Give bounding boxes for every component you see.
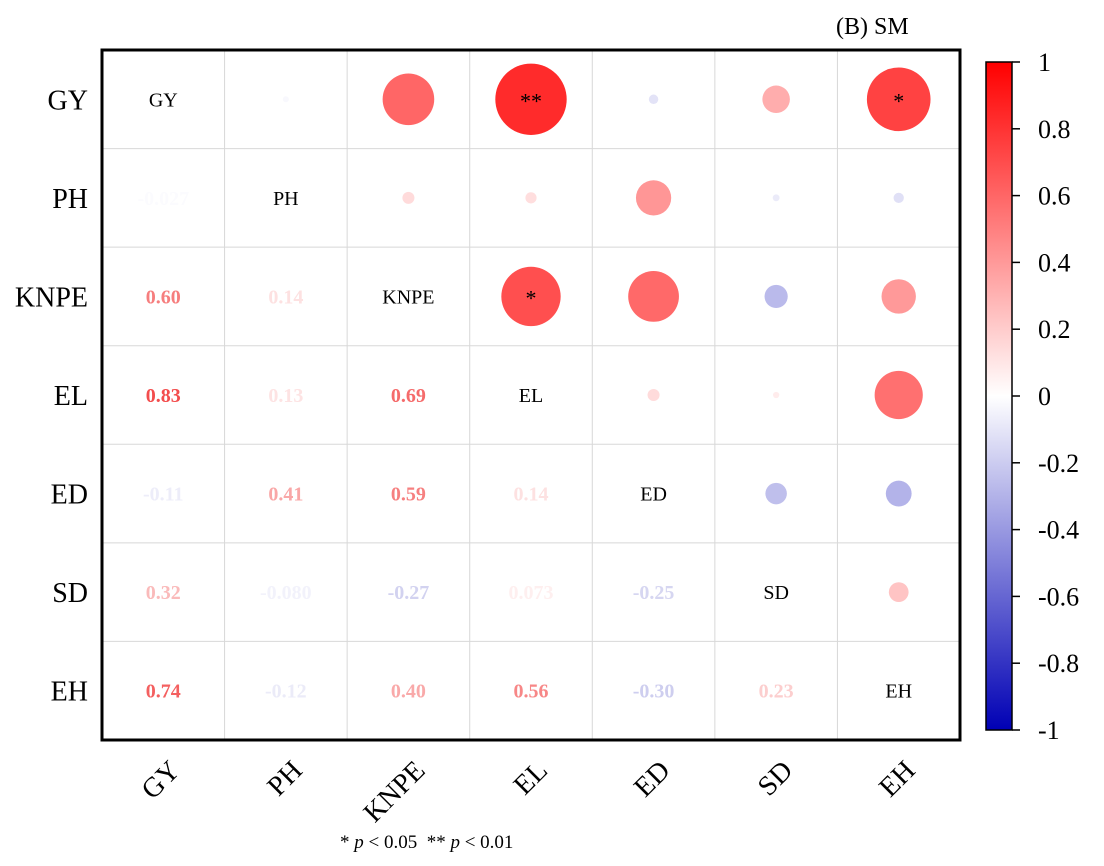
colorbar-tick-label: 0.6: [1038, 182, 1071, 211]
correlation-circle: [866, 67, 931, 132]
diagonal-label: SD: [763, 582, 789, 604]
significance-marker: *: [893, 88, 904, 113]
colorbar-tick-label: 0: [1038, 382, 1051, 411]
correlation-circle: [525, 192, 537, 204]
correlation-circle: [765, 482, 787, 505]
footnote-p2: p: [450, 832, 460, 853]
diagonal-label: PH: [273, 188, 299, 210]
correlation-circle: [635, 180, 672, 216]
diagonal-label: ED: [640, 484, 667, 506]
row-label: ED: [51, 480, 88, 511]
correlation-circle: [282, 96, 289, 103]
correlation-circle: [762, 85, 790, 114]
correlation-value: 0.32: [146, 582, 181, 604]
colorbar-tick-label: -0.2: [1038, 449, 1079, 478]
correlation-circle: [647, 388, 660, 402]
correlation-value: 0.14: [268, 286, 303, 308]
colorbar-tick-label: 0.4: [1038, 248, 1071, 277]
correlation-value: 0.23: [759, 681, 794, 703]
colorbar-tick-label: -0.8: [1038, 649, 1079, 678]
correlation-circle: [382, 73, 435, 126]
correlation-circle: [772, 194, 780, 202]
correlation-value: -0.11: [143, 484, 184, 506]
column-label: SD: [752, 755, 799, 802]
column-label: PH: [262, 755, 309, 802]
colorbar-tick-label: 0.2: [1038, 315, 1071, 344]
colorbar-tick-label: -0.6: [1038, 582, 1079, 611]
correlation-value: 0.56: [514, 681, 549, 703]
plot-frame: [100, 48, 962, 742]
correlation-value: 0.14: [514, 484, 549, 506]
correlation-value: 0.13: [268, 385, 303, 407]
correlation-circle: [648, 94, 659, 105]
correlation-value: 0.83: [146, 385, 181, 407]
row-label: PH: [52, 184, 88, 215]
row-label: SD: [52, 578, 88, 609]
correlation-circle: [501, 266, 561, 327]
row-label: GY: [48, 85, 88, 116]
significance-marker: *: [526, 285, 537, 310]
colorbar-tick-label: -0.4: [1038, 516, 1079, 545]
row-label: EL: [54, 381, 88, 412]
correlation-value: -0.12: [265, 681, 307, 703]
correlation-value: 0.74: [146, 681, 181, 703]
diagonal-label: KNPE: [382, 286, 434, 308]
column-label: KNPE: [358, 755, 432, 829]
chart-title: (B) SM: [836, 14, 909, 40]
correlation-value: 0.40: [391, 681, 426, 703]
correlation-circle: [764, 284, 788, 309]
colorbar-tick-label: -1: [1038, 716, 1060, 745]
row-label: KNPE: [15, 282, 88, 313]
correlation-circle: [773, 391, 780, 399]
colorbar: [985, 61, 1013, 731]
correlation-value: 0.59: [391, 484, 426, 506]
footnote-p1: p: [354, 832, 364, 853]
correlation-circle: [893, 192, 904, 204]
correlation-value: -0.27: [388, 582, 430, 604]
colorbar-tick-label: 1: [1038, 48, 1051, 77]
footnote-star1-threshold: < 0.05: [363, 832, 418, 853]
footnote-star2: **: [426, 832, 451, 853]
correlation-circle: [628, 271, 679, 322]
column-label: ED: [628, 755, 676, 803]
correlation-circle: [874, 370, 923, 420]
correlation-value: 0.69: [391, 385, 426, 407]
correlation-value: -0.25: [633, 582, 675, 604]
correlation-circle: [495, 63, 567, 135]
correlation-value: -0.080: [260, 582, 312, 604]
column-label: EH: [873, 755, 921, 803]
correlation-circle: [881, 279, 916, 314]
correlation-value: -0.027: [137, 188, 189, 210]
column-label: EL: [508, 755, 554, 801]
footnote-star2-threshold: < 0.01: [459, 832, 514, 853]
row-label: EH: [51, 677, 88, 708]
footnote-star1: *: [340, 832, 355, 853]
correlation-value: 0.073: [509, 582, 554, 604]
correlation-circle: [888, 582, 909, 603]
diagonal-label: GY: [149, 89, 178, 111]
correlation-circle: [885, 480, 912, 507]
diagonal-label: EH: [885, 681, 912, 703]
significance-footnote: * p < 0.05 ** p < 0.01: [340, 832, 513, 854]
correlation-circle: [402, 191, 415, 204]
significance-marker: **: [520, 88, 542, 113]
column-label: GY: [136, 755, 187, 806]
diagonal-label: EL: [519, 385, 543, 407]
correlation-value: -0.30: [633, 681, 675, 703]
colorbar-tick-label: 0.8: [1038, 115, 1071, 144]
correlation-value: 0.41: [268, 484, 303, 506]
correlation-value: 0.60: [146, 286, 181, 308]
